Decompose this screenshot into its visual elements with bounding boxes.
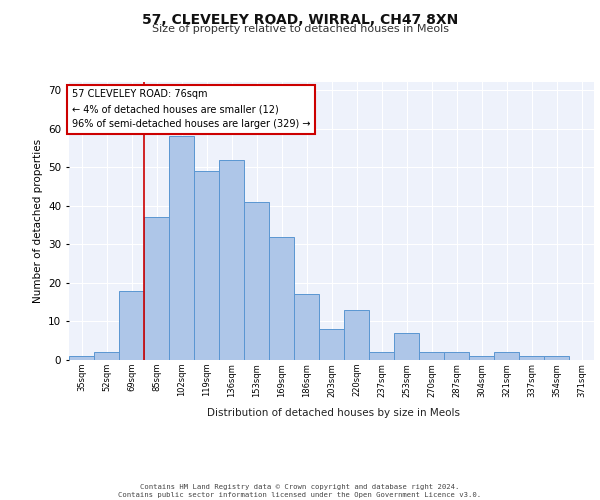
Bar	[269, 236, 294, 360]
Bar	[69, 356, 94, 360]
Text: Size of property relative to detached houses in Meols: Size of property relative to detached ho…	[151, 24, 449, 34]
Text: Distribution of detached houses by size in Meols: Distribution of detached houses by size …	[206, 408, 460, 418]
Bar	[369, 352, 394, 360]
Bar	[294, 294, 319, 360]
Bar	[444, 352, 469, 360]
Bar	[194, 171, 219, 360]
Bar	[469, 356, 494, 360]
Text: 57, CLEVELEY ROAD, WIRRAL, CH47 8XN: 57, CLEVELEY ROAD, WIRRAL, CH47 8XN	[142, 12, 458, 26]
Bar	[244, 202, 269, 360]
Y-axis label: Number of detached properties: Number of detached properties	[32, 139, 43, 304]
Bar	[494, 352, 519, 360]
Bar	[344, 310, 369, 360]
Bar	[169, 136, 194, 360]
Bar	[119, 290, 144, 360]
Bar	[219, 160, 244, 360]
Bar	[394, 333, 419, 360]
Bar	[419, 352, 444, 360]
Bar	[319, 329, 344, 360]
Bar	[544, 356, 569, 360]
Bar	[144, 218, 169, 360]
Text: Contains HM Land Registry data © Crown copyright and database right 2024.
Contai: Contains HM Land Registry data © Crown c…	[118, 484, 482, 498]
Bar	[519, 356, 544, 360]
Bar	[94, 352, 119, 360]
Text: 57 CLEVELEY ROAD: 76sqm
← 4% of detached houses are smaller (12)
96% of semi-det: 57 CLEVELEY ROAD: 76sqm ← 4% of detached…	[71, 90, 310, 129]
